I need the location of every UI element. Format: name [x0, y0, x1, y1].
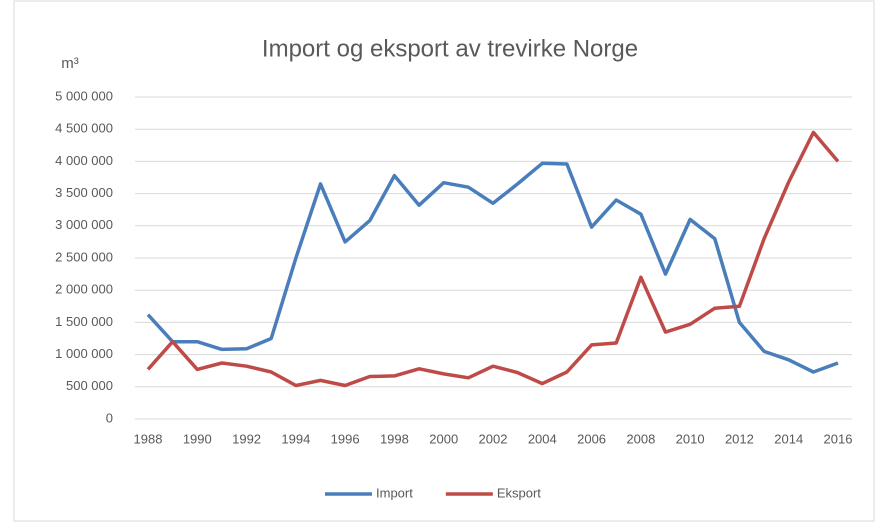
x-tick-label: 1990: [183, 431, 212, 446]
chart-title: Import og eksport av trevirke Norge: [262, 35, 638, 62]
y-tick-label: 4 500 000: [55, 121, 113, 136]
y-tick-label: 1 000 000: [55, 346, 113, 361]
y-axis-label: m³: [61, 55, 79, 72]
x-tick-label: 2014: [774, 431, 803, 446]
x-tick-label: 1988: [134, 431, 163, 446]
legend-label: Import: [376, 485, 413, 500]
x-tick-label: 2012: [725, 431, 754, 446]
y-tick-label: 2 500 000: [55, 249, 113, 264]
x-tick-label: 2016: [824, 431, 853, 446]
y-tick-label: 4 000 000: [55, 153, 113, 168]
x-tick-label: 2000: [429, 431, 458, 446]
y-tick-label: 0: [106, 410, 113, 425]
x-tick-label: 2004: [528, 431, 557, 446]
y-tick-label: 3 500 000: [55, 185, 113, 200]
x-tick-label: 2008: [626, 431, 655, 446]
x-tick-label: 1998: [380, 431, 409, 446]
x-tick-label: 1996: [331, 431, 360, 446]
y-tick-label: 1 500 000: [55, 314, 113, 329]
x-tick-label: 1992: [232, 431, 261, 446]
chart-frame: [13, 0, 875, 522]
x-tick-label: 2002: [479, 431, 508, 446]
x-tick-label: 2006: [577, 431, 606, 446]
y-tick-label: 5 000 000: [55, 88, 113, 103]
y-tick-label: 2 000 000: [55, 282, 113, 297]
y-tick-label: 3 000 000: [55, 217, 113, 232]
x-tick-label: 2010: [676, 431, 705, 446]
series-line: [146, 161, 839, 374]
x-tick-label: 1994: [281, 431, 310, 446]
y-tick-label: 500 000: [66, 378, 113, 393]
legend-label: Eksport: [497, 485, 541, 500]
series-line: [146, 130, 840, 388]
